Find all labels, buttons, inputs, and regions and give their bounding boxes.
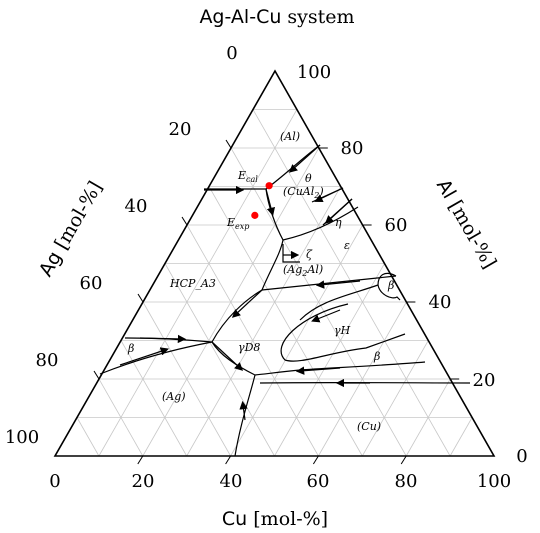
boundary-eta-eps-1-arrow [324,198,353,224]
label-ecal: Ecal [237,169,258,184]
al-tick-80: 80 [341,138,364,159]
label-gammaD8: γD8 [238,341,260,354]
cu-axis-label: Cu [mol-%] [222,508,328,530]
boundary-zeta [282,244,300,263]
ag-tick-20: 20 [169,119,192,140]
ag-tick-80: 80 [36,350,59,371]
boundary-eta-eps-2 [282,206,359,241]
boundary-left-beta-2-arrow [119,347,169,366]
boundary-left-beta-arrow [139,334,187,344]
grid-line-cu [98,109,298,457]
grid-line-cu [405,378,451,457]
boundary-ecal-arrow [265,188,276,217]
tick-cu [400,455,407,465]
grid-line-cu [449,417,473,457]
tick-ag [93,370,100,380]
boundary-gammaH-arrow [311,309,341,323]
label-theta: θ [305,172,312,185]
label-al: (Al) [280,130,300,143]
boundary-hcp-main [211,289,263,343]
tick-ag [225,139,232,149]
grid-line-ag [76,417,100,457]
grid-line-ag [98,378,144,457]
boundary-gd8 [211,341,256,376]
label-cual2: (CuAl2) [283,185,324,200]
phase-labels: (Al) θ (CuAl2) η ε ζ (Ag2Al) HCP_A3 β β … [127,130,394,433]
ag-tick-60: 60 [80,273,103,294]
cu-tick-60: 60 [307,471,330,492]
al-tick-0: 0 [516,446,527,467]
ag-tick-40: 40 [125,196,148,217]
boundary-gammaH [280,303,406,362]
boundary-to-bottom-arrow [239,400,248,421]
boundary-lower-beta [254,361,426,376]
boundary-right-inner [299,284,379,321]
boundary-ag2al-beta-arrow [315,280,361,289]
ag-tick-0: 0 [226,43,237,64]
label-eexp: Eexp [226,216,249,231]
ag-tick-labels: 0 20 40 60 80 100 [5,43,238,448]
label-cu-phase: (Cu) [357,420,381,433]
boundary-theta-eta-arrow [314,187,344,202]
label-ag2al: (Ag2Al) [283,263,323,278]
phase-boundaries [99,144,471,457]
label-eta: η [335,216,342,229]
grid-line-ag [164,263,275,457]
composition-grid [76,109,473,457]
triangle-frame [53,69,496,457]
label-beta-left: β [127,342,134,355]
al-tick-100: 100 [297,62,331,83]
label-beta-right-top: β [387,279,394,292]
grid-line-ag [252,109,451,457]
grid-line-ag [208,186,363,457]
cu-tick-labels: 0 20 40 60 80 100 [49,471,511,492]
boundary-to-bottom [234,374,256,457]
ag-tick-100: 100 [5,427,39,448]
point-e-exp [251,211,259,219]
label-beta-right: β [373,350,380,363]
tick-ag [137,293,144,303]
grid-line-cu [318,301,407,457]
boundary-theta-arrow [288,144,321,173]
cu-tick-20: 20 [132,471,155,492]
label-gammaH: γH [334,324,351,337]
boundary-ag2al-beta [261,275,397,291]
ag-axis-label: Ag [mol-%] [35,178,107,281]
point-e-cal [265,182,273,190]
label-ag-phase: (Ag) [162,390,186,403]
boundary-left-beta-2 [99,341,213,375]
al-tick-20: 20 [473,370,496,391]
label-hcp: HCP_A3 [169,277,216,290]
al-tick-60: 60 [385,215,408,236]
cu-tick-100: 100 [477,471,511,492]
al-tick-labels: 100 80 60 40 20 0 [297,62,528,467]
tick-cu [225,455,232,465]
boundary-lower-beta-arrow [295,366,341,375]
cu-tick-0: 0 [49,471,60,492]
al-tick-40: 40 [429,292,452,313]
grid-line-cu [361,340,429,457]
axis-ticks [93,139,460,465]
tick-cu [137,455,144,465]
tick-ag [181,216,188,226]
boundary-gd8-arrow [211,341,244,371]
al-axis-label: Al [mol-%] [432,176,501,273]
diagram-title: Ag-Al-Cu system [199,6,354,28]
cu-tick-40: 40 [220,471,243,492]
cu-tick-80: 80 [395,471,418,492]
grid-line-cu [274,263,385,457]
boundary-hcp-arrow [231,289,263,318]
grid-line-ag [142,301,231,457]
grid-line-ag [120,340,188,457]
grid-line-cu [186,186,342,457]
tick-cu [312,455,319,465]
label-zeta: ζ [306,248,313,261]
label-epsilon: ε [344,239,350,252]
boundary-ecal-down [261,188,284,291]
